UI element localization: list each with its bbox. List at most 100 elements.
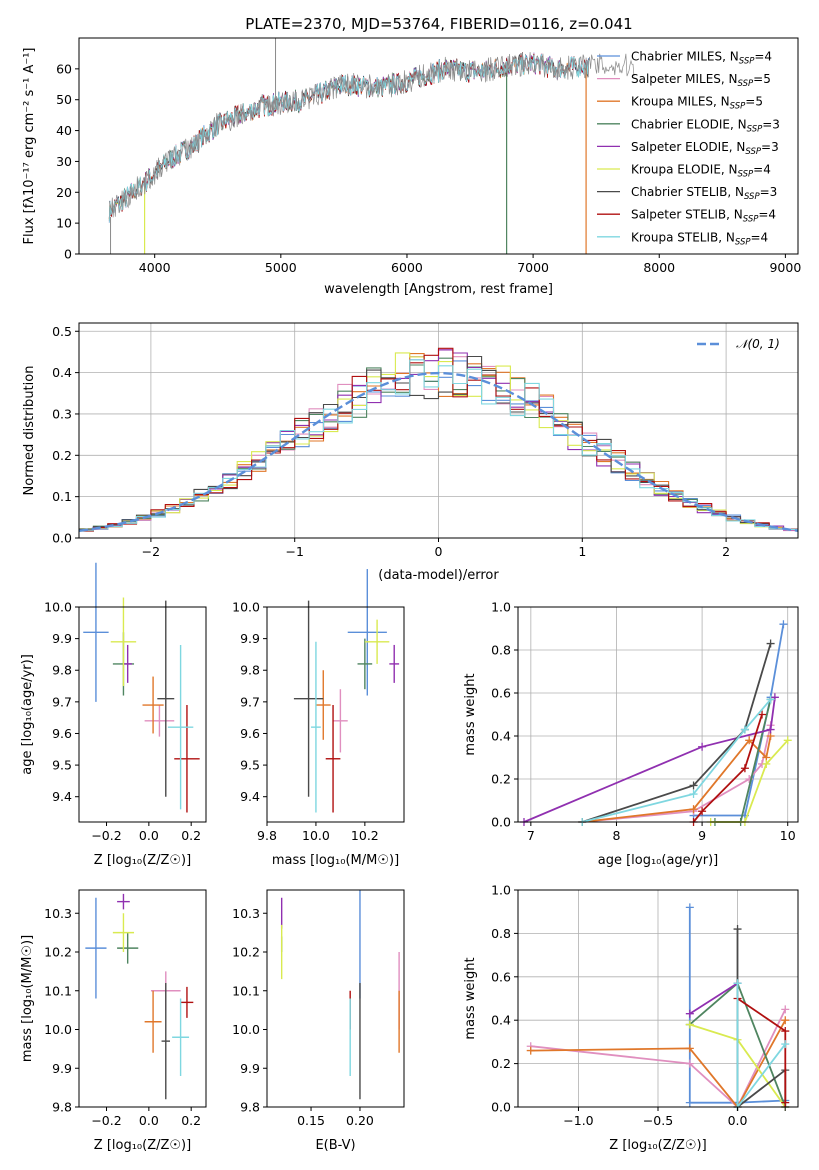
model-spectrum-line bbox=[108, 58, 507, 220]
y-tick-label: 0.0 bbox=[491, 815, 511, 830]
y-tick-label: 9.5 bbox=[52, 758, 72, 773]
y-tick-label: 0.6 bbox=[491, 686, 511, 701]
histogram-panel-marks: 𝒩(0, 1) bbox=[78, 337, 799, 532]
x-tick-label: 0.2 bbox=[181, 828, 201, 843]
legend-model-name: Chabrier ELODIE, N bbox=[631, 117, 747, 131]
y-tick-label: 0.8 bbox=[491, 643, 511, 658]
y-tick-label: 9.6 bbox=[240, 726, 260, 741]
x-tick-label: −2 bbox=[142, 544, 160, 559]
mass-weight-line bbox=[523, 697, 776, 823]
axes-frame bbox=[78, 606, 207, 823]
model-spectrum-line bbox=[108, 52, 589, 219]
legend-nssp-value: =3 bbox=[761, 140, 779, 154]
legend-model-name: Salpeter MILES, N bbox=[631, 72, 738, 86]
mass-weight-marker bbox=[685, 1059, 694, 1068]
y-tick-label: 10.0 bbox=[44, 600, 72, 615]
legend-nssp-value: =4 bbox=[751, 230, 769, 244]
x-tick-label: 0.2 bbox=[181, 1113, 201, 1128]
weight-vs-metallicity-panel-frame: −1.0 −0.5 0.0 0.0 0.2 0.4 0.6 0.8 1.0 Z [log₁₀(Z/… bbox=[463, 883, 799, 1153]
mass-weight-line bbox=[736, 929, 787, 1109]
y-axis-label: Flux [fλ10⁻¹⁷ erg cm⁻² s⁻¹ A⁻¹] bbox=[22, 48, 37, 245]
legend-nssp-value: =3 bbox=[762, 117, 780, 131]
y-tick-label: 1.0 bbox=[491, 883, 511, 898]
mass-weight-marker bbox=[781, 1040, 790, 1049]
model-spectrum-line bbox=[108, 54, 589, 223]
x-tick-label: 10.0 bbox=[302, 828, 330, 843]
x-tick-label: 8000 bbox=[643, 260, 675, 275]
y-tick-label: 0.2 bbox=[491, 1056, 511, 1071]
axes-frame bbox=[78, 889, 207, 1108]
legend-entry: Chabrier MILES, NSSP=4 bbox=[631, 50, 772, 67]
legend-model-name: Kroupa MILES, N bbox=[631, 95, 730, 109]
y-tick-label: 9.7 bbox=[240, 694, 260, 709]
y-tick-label: 9.9 bbox=[240, 631, 260, 646]
mass-weight-line bbox=[689, 982, 738, 1015]
y-tick-label: 9.9 bbox=[52, 1061, 72, 1076]
x-tick-label: 9 bbox=[698, 828, 706, 843]
residual-histogram-step bbox=[79, 355, 798, 530]
y-tick-label: 10.0 bbox=[44, 1022, 72, 1037]
residual-histogram-step bbox=[79, 347, 798, 532]
y-tick-label: 0.2 bbox=[491, 772, 511, 787]
weight-vs-metallicity-panel-marks bbox=[526, 903, 790, 1111]
x-tick-label: 5000 bbox=[265, 260, 297, 275]
mass-vs-extinction-panel-frame: 0.15 0.20 9.8 9.9 10.0 10.1 10.2 10.3 E(B-V) bbox=[232, 889, 405, 1153]
mass-vs-metallicity-panel-marks bbox=[85, 893, 194, 1100]
reference-legend-label: 𝒩(0, 1) bbox=[736, 337, 780, 351]
x-tick-label: 8 bbox=[612, 828, 620, 843]
axes-frame bbox=[266, 889, 405, 1108]
mass-weight-marker bbox=[689, 805, 698, 814]
spectrum-panel-frame: 4000 5000 6000 7000 8000 9000 0 10 20 30 40 50 60 wav… bbox=[22, 37, 801, 297]
mass-weight-line bbox=[581, 698, 772, 823]
age-vs-metallicity-panel-frame: −0.2 0.0 0.2 9.4 9.5 9.6 9.7 9.8 9.9 10.0 Z [log₁₀… bbox=[20, 600, 207, 868]
observed-spectrum-line bbox=[108, 51, 635, 218]
mass-weight-line bbox=[693, 624, 785, 817]
mass-weight-marker bbox=[685, 1020, 694, 1029]
y-tick-label: 1.0 bbox=[491, 600, 511, 615]
x-tick-label: 9.8 bbox=[257, 828, 277, 843]
mass-weight-marker bbox=[781, 1027, 790, 1036]
y-tick-label: 10.2 bbox=[232, 945, 260, 960]
y-tick-label: 0.3 bbox=[52, 406, 72, 421]
legend-nssp-value: =5 bbox=[753, 72, 771, 86]
mass-weight-marker bbox=[770, 693, 779, 702]
y-tick-label: 60 bbox=[56, 61, 72, 76]
y-axis-label: age [log₁₀(age/yr)] bbox=[20, 654, 35, 775]
age-vs-metallicity-panel-marks bbox=[83, 562, 200, 813]
mass-weight-marker bbox=[779, 620, 788, 629]
mass-weight-marker bbox=[689, 781, 698, 790]
y-tick-label: 9.8 bbox=[52, 1100, 72, 1115]
weight-vs-age-panel: 7 8 9 10 0.0 0.2 0.4 0.6 0.8 1.0 age [log₁₀(age/yr… bbox=[463, 600, 799, 868]
legend-nssp-value: =4 bbox=[758, 208, 776, 222]
figure-title: PLATE=2370, MJD=53764, FIBERID=0116, z=0… bbox=[245, 15, 632, 33]
mass-weight-marker bbox=[781, 1098, 790, 1107]
legend-nssp-value: =3 bbox=[760, 185, 778, 199]
legend-entry: Salpeter ELODIE, NSSP=3 bbox=[631, 140, 779, 157]
legend-nssp-value: =5 bbox=[745, 95, 763, 109]
x-tick-label: 1 bbox=[578, 544, 586, 559]
legend-subscript: SSP bbox=[745, 147, 761, 157]
mass-weight-marker bbox=[689, 790, 698, 799]
model-spectrum-line bbox=[108, 52, 589, 221]
y-tick-label: 0.4 bbox=[491, 729, 511, 744]
age-vs-mass-panel-frame: 9.8 10.0 10.2 9.4 9.5 9.6 9.7 9.8 9.9 10.0 mass [l… bbox=[232, 600, 405, 868]
x-tick-label: 0 bbox=[435, 544, 443, 559]
legend-subscript: SSP bbox=[738, 170, 754, 180]
y-tick-label: 9.6 bbox=[52, 726, 72, 741]
legend-subscript: SSP bbox=[744, 192, 760, 202]
y-tick-label: 0.4 bbox=[491, 1013, 511, 1028]
legend-nssp-value: =4 bbox=[754, 50, 772, 64]
y-tick-label: 0.6 bbox=[491, 969, 511, 984]
mass-weight-marker bbox=[781, 1005, 790, 1014]
model-spectrum-line bbox=[108, 52, 589, 221]
mass-weight-marker bbox=[740, 764, 749, 773]
y-tick-label: 9.5 bbox=[240, 758, 260, 773]
age-vs-mass-panel: 9.8 10.0 10.2 9.4 9.5 9.6 9.7 9.8 9.9 10.0 mass [l… bbox=[232, 569, 405, 868]
mass-weight-marker bbox=[685, 903, 694, 912]
x-tick-label: −0.5 bbox=[643, 1113, 673, 1128]
axes-frame bbox=[266, 606, 405, 823]
spectrum-panel: Chabrier MILES, NSSP=4 Salpeter MILES, N S… bbox=[22, 37, 801, 297]
mass-weight-marker bbox=[758, 710, 767, 719]
mass-weight-marker bbox=[781, 1016, 790, 1025]
y-tick-label: 20 bbox=[56, 185, 72, 200]
